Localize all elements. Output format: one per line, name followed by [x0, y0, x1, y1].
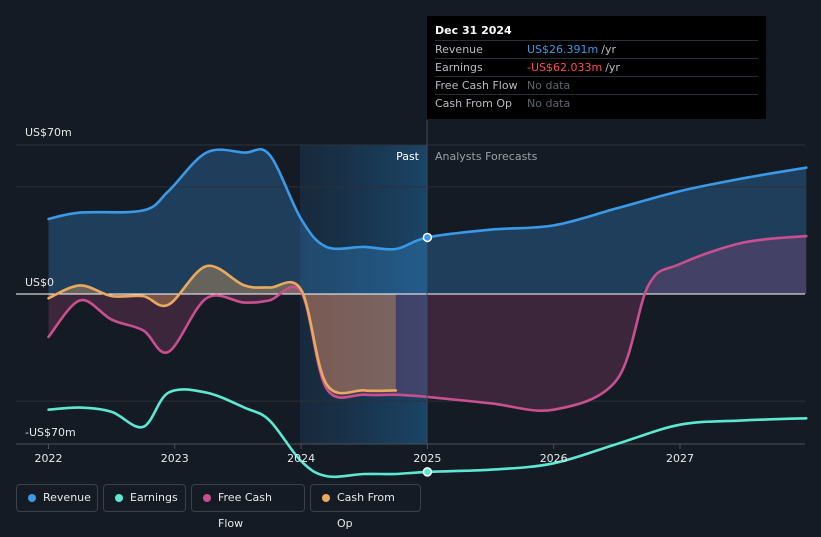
- tooltip-row-free-cash-flow: Free Cash Flow No data: [435, 77, 758, 95]
- tooltip-row-cash-from-op: Cash From Op No data: [435, 95, 758, 112]
- revenue-dot-icon: [28, 494, 36, 502]
- x-axis-ticks: 2022 2023 2024 2025 2026 2027: [35, 444, 694, 465]
- tooltip-label: Free Cash Flow: [435, 79, 518, 92]
- y-label-bottom: -US$70m: [25, 426, 76, 439]
- earnings-marker: [422, 467, 433, 477]
- tooltip-row-revenue: Revenue US$26.391m/yr: [435, 41, 758, 59]
- forecast-label: Analysts Forecasts: [435, 150, 538, 163]
- chart: Past Analysts Forecasts US$70m US$0 -US$…: [16, 120, 808, 479]
- free-cash-flow-line: [47, 234, 808, 413]
- tooltip-label: Cash From Op: [435, 97, 513, 110]
- earnings-line: [47, 388, 808, 479]
- x-tick-label: 2022: [35, 452, 63, 465]
- cash-from-op-dot-icon: [322, 494, 330, 502]
- tooltip-value: No data: [527, 79, 571, 92]
- x-tick-label: 2027: [666, 452, 694, 465]
- revenue-area: [48, 149, 807, 294]
- revenue-line: [47, 147, 808, 251]
- tooltip-label: Revenue: [435, 43, 483, 56]
- tooltip-label: Earnings: [435, 61, 483, 74]
- gridlines: [16, 144, 805, 445]
- x-tick-label: 2024: [287, 452, 315, 465]
- legend-revenue[interactable]: Revenue: [16, 484, 98, 512]
- legend-label: Cash From Op: [337, 491, 395, 530]
- free-cash-flow-dot-icon: [203, 494, 211, 502]
- hover-markers: [422, 232, 433, 477]
- tooltip: Dec 31 2024 Revenue US$26.391m/yr Earnin…: [427, 16, 766, 119]
- y-label-top: US$70m: [25, 126, 72, 139]
- tooltip-date: Dec 31 2024: [435, 22, 758, 41]
- legend-earnings[interactable]: Earnings: [103, 484, 186, 512]
- earnings-dot-icon: [115, 494, 123, 502]
- past-label: Past: [396, 150, 420, 163]
- x-tick-label: 2023: [161, 452, 189, 465]
- tooltip-value: No data: [527, 97, 571, 110]
- tooltip-unit: /yr: [605, 61, 620, 74]
- legend-label: Revenue: [43, 491, 91, 504]
- legend-free-cash-flow[interactable]: Free Cash Flow: [191, 484, 305, 530]
- tooltip-row-earnings: Earnings -US$62.033m/yr: [435, 59, 758, 77]
- tooltip-unit: /yr: [601, 43, 616, 56]
- cash-from-op-line: [47, 264, 398, 395]
- x-tick-label: 2026: [540, 452, 568, 465]
- legend-cash-from-op[interactable]: Cash From Op: [310, 484, 421, 530]
- cash-from-op-area: [48, 265, 396, 394]
- y-label-zero: US$0: [25, 276, 54, 289]
- tooltip-value: -US$62.033m: [527, 61, 603, 74]
- legend-label: Earnings: [130, 491, 178, 504]
- tooltip-value: US$26.391m: [527, 43, 599, 56]
- legend-label: Free Cash Flow: [218, 491, 272, 530]
- series-lines: [47, 147, 808, 479]
- revenue-marker: [422, 232, 433, 243]
- x-tick-label: 2025: [413, 452, 441, 465]
